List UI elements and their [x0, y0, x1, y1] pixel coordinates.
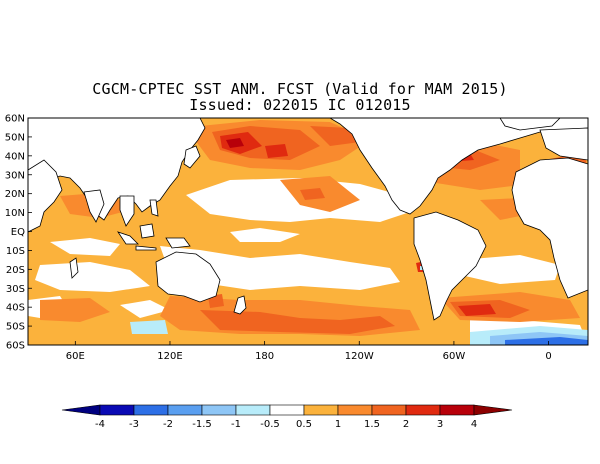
colorbar-swatch [167, 404, 203, 416]
newzealand-land [233, 295, 247, 315]
colorbar-label: 2 [403, 419, 409, 430]
colorbar-label: -3 [129, 419, 139, 430]
africa-east-land [511, 157, 588, 299]
colorbar-label: 3 [437, 419, 443, 430]
colorbar-label: 1 [335, 419, 341, 430]
java-land [135, 245, 157, 251]
colorbar-swatch [337, 404, 373, 416]
lat-label: 50S [6, 322, 25, 333]
lat-label: 40S [6, 303, 25, 314]
lat-label: EQ [11, 227, 25, 238]
colorbar-swatch [201, 404, 237, 416]
colorbar: -4 -3 -2 -1.5 -1 -0.5 0.5 1 1.5 2 3 4 [61, 404, 513, 430]
colorbar-swatch [405, 404, 441, 416]
indochina-land [119, 195, 135, 227]
borneo-land [139, 223, 155, 239]
colorbar-label: -0.5 [260, 419, 280, 430]
lon-label: 180 [255, 351, 274, 362]
madagascar-land [69, 257, 79, 279]
colorbar-swatch [235, 404, 271, 416]
africa-land [28, 159, 63, 233]
lon-label: 60E [66, 351, 85, 362]
greenland-land [499, 118, 561, 131]
colorbar-swatch [371, 404, 407, 416]
lat-label: 10S [6, 246, 25, 257]
lon-label: 120E [157, 351, 182, 362]
land-masses [28, 118, 588, 321]
colorbar-label: 4 [471, 419, 477, 430]
colorbar-swatch [269, 404, 305, 416]
philippines-land [149, 199, 159, 217]
lat-label: 20N [5, 189, 25, 200]
lat-label: 40N [5, 151, 25, 162]
longitude-axis: 60E 120E 180 120W 60W 0 [66, 341, 552, 362]
colorbar-swatch [439, 404, 475, 416]
colorbar-low-triangle [61, 404, 101, 416]
colorbar-label: -4 [95, 419, 105, 430]
australia-land [155, 251, 221, 303]
lat-label: 30N [5, 170, 25, 181]
europe-land [539, 127, 588, 161]
colorbar-high-triangle [473, 404, 513, 416]
lon-label: 120W [345, 351, 374, 362]
lat-label: 30S [6, 284, 25, 295]
japan-land [183, 145, 201, 169]
newguinea-land [165, 237, 191, 249]
south-america-land [413, 211, 487, 321]
sumatra-land [117, 231, 139, 245]
colorbar-label: 1.5 [364, 419, 380, 430]
colorbar-swatch [99, 404, 135, 416]
lat-label: 60N [5, 114, 25, 125]
chart-subtitle: Issued: 022015 IC 012015 [189, 96, 411, 114]
anomaly-3-to-4 [226, 138, 244, 148]
lon-label: 0 [545, 351, 551, 362]
lat-label: 60S [6, 341, 25, 352]
colorbar-label: -1.5 [192, 419, 212, 430]
colorbar-label: -1 [231, 419, 241, 430]
lon-label: 60W [443, 351, 466, 362]
lat-label: 10N [5, 208, 25, 219]
india-land [83, 189, 105, 223]
colorbar-label: 0.5 [296, 419, 312, 430]
latitude-axis: 60N 50N 40N 30N 20N 10N EQ 10S 20S 30S 40S 50S 60S [5, 114, 32, 352]
colorbar-swatch [133, 404, 169, 416]
chart-title: CGCM-CPTEC SST ANM. FCST (Valid for MAM … [92, 80, 508, 98]
lat-label: 50N [5, 132, 25, 143]
anomaly-field [28, 118, 588, 345]
colorbar-label: -2 [163, 419, 173, 430]
colorbar-swatch [303, 404, 339, 416]
lat-label: 20S [6, 265, 25, 276]
